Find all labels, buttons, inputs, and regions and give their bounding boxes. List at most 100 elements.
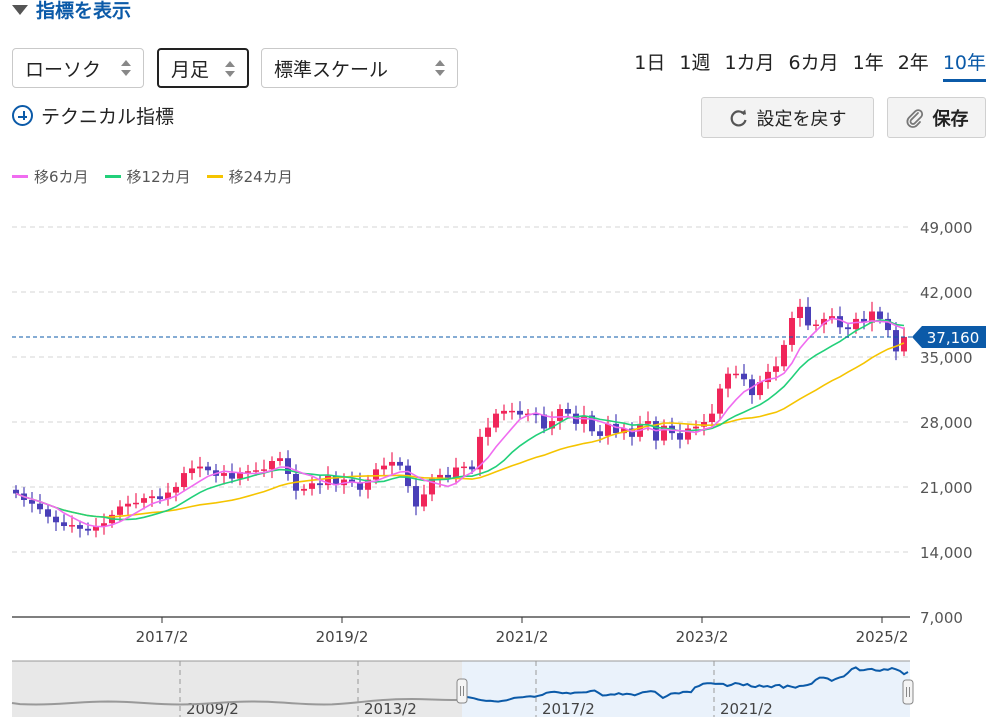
candle-body [37,503,43,510]
candle-body [853,318,859,330]
last-price-badge [912,325,986,348]
candle-body [221,473,227,476]
candle-body [101,523,107,526]
legend-swatch [12,175,28,178]
candle-body [453,467,459,478]
candle-body [93,526,99,531]
save-button[interactable]: 保存 [887,97,986,138]
candle-body [349,479,355,483]
candle-body [125,503,131,507]
candle-body [45,509,51,517]
candle-body [397,461,403,466]
legend-item-ma12: 移12カ月 [104,166,191,187]
reset-settings-button[interactable]: 設定を戻す [701,97,874,138]
candle-body [261,469,267,471]
candle-body [813,324,819,326]
candle-body [469,466,475,470]
candle-body [877,311,883,319]
y-tick-label: 42,000 [920,284,973,302]
candle-body [437,474,443,479]
candle-body [133,502,139,505]
candle-body [245,471,251,473]
navigator-handle[interactable] [902,679,914,705]
interval-select[interactable]: 月足 [157,48,249,88]
navigator-tick-label: 2017/2 [542,700,595,717]
save-label: 保存 [932,108,969,130]
candle-body [861,318,867,323]
candle-body [373,469,379,480]
ma12-line [15,319,905,521]
candle-body [885,318,891,331]
candle-body [485,427,491,437]
candle-body [301,488,307,491]
refresh-icon [730,109,747,126]
candle-body [741,373,747,380]
candle-body [501,410,507,414]
triangle-down-icon [12,5,28,15]
candle-body [237,472,243,479]
candle-body [693,426,699,429]
period-tab-1w[interactable]: 1週 [679,52,711,74]
candle-body [837,316,843,328]
candle-body [29,500,35,504]
y-tick-label: 28,000 [920,414,973,432]
legend-label: 移24カ月 [228,168,293,186]
candle-body [421,494,427,507]
candle-body [53,516,59,523]
candle-body [661,425,667,441]
candle-body [893,330,899,352]
candle-body [765,371,771,383]
scale-value: 標準スケール [274,58,389,81]
candle-body [117,506,123,515]
period-tab-6m[interactable]: 6カ月 [788,52,839,74]
candle-body [157,496,163,500]
candle-body [413,486,419,507]
y-tick-label: 35,000 [920,349,973,367]
candle-body [645,421,651,424]
plus-circle-icon [12,105,33,126]
candle-body [253,470,259,472]
period-tab-10y[interactable]: 10年 [942,48,986,82]
x-tick-label: 2021/2 [496,628,549,646]
y-tick-label: 49,000 [920,219,973,237]
period-tab-1m[interactable]: 1カ月 [724,52,775,74]
y-tick-label: 7,000 [920,609,963,627]
candle-body [621,428,627,434]
candle-body [389,461,395,466]
candle-body [685,428,691,440]
candle-body [757,382,763,396]
candle-body [285,458,291,474]
period-tab-1y[interactable]: 1年 [852,52,884,74]
candle-body [725,373,731,389]
x-tick-label: 2019/2 [316,628,369,646]
candle-body [845,327,851,330]
select-arrows-icon [225,61,235,77]
candle-body [317,483,323,486]
scale-select[interactable]: 標準スケール [261,48,458,88]
ma6-line [15,317,905,528]
chart-legend: 移6カ月 移12カ月 移24カ月 [12,166,293,187]
candle-body [797,306,803,318]
period-tab-1d[interactable]: 1日 [634,52,666,74]
legend-swatch [104,175,121,178]
legend-item-ma6: 移6カ月 [12,166,89,187]
indicator-toggle-label: 指標を表示 [36,0,132,22]
chart-type-select[interactable]: ローソク [12,48,144,88]
navigator-selected-line [461,666,909,703]
candle-body [149,496,155,499]
candle-body [69,525,75,527]
candle-body [549,421,555,429]
navigator-selected [462,661,910,717]
candle-body [709,413,715,422]
period-tab-2y[interactable]: 2年 [897,52,929,74]
candle-body [189,468,195,474]
navigator-handle[interactable] [456,678,468,704]
candle-body [141,498,147,503]
indicator-toggle[interactable]: 指標を表示 [12,0,131,24]
candle-body [277,458,283,461]
technical-indicator-link[interactable]: テクニカル指標 [12,102,174,129]
candle-body [429,478,435,495]
candle-body [781,344,787,367]
candle-body [773,366,779,372]
